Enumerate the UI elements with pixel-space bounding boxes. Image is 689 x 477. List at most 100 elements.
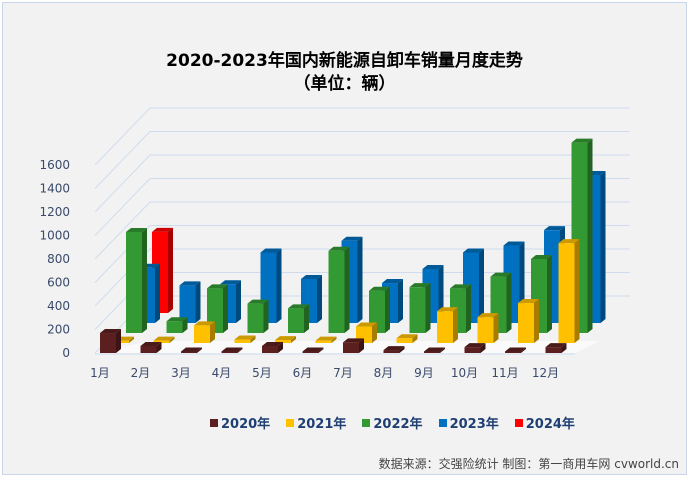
bar-2021年-11月 (518, 303, 534, 343)
bar-side (195, 281, 201, 323)
x-tick-label: 3月 (171, 366, 191, 380)
bar-top (409, 283, 431, 288)
bar-2021年-6月 (315, 340, 332, 343)
bar-top (437, 307, 458, 312)
legend-label: 2023年 (449, 417, 499, 432)
bar-top (382, 279, 403, 284)
gridline-depth (94, 201, 151, 260)
bar-2022年-7月 (369, 290, 385, 333)
bar-side (237, 347, 243, 353)
legend-label: 2022年 (373, 417, 423, 432)
bar-top (302, 347, 324, 352)
x-tick-label: 5月 (252, 366, 272, 380)
bar-2020年-4月 (221, 351, 238, 353)
bar-top (194, 321, 215, 326)
legend-item: 2023年 (438, 413, 499, 432)
bar-side (453, 307, 458, 343)
legend-item: 2024年 (514, 413, 575, 432)
bar-top (369, 286, 390, 291)
bar-top (181, 347, 202, 352)
bar-2020年-9月 (424, 351, 440, 353)
bar-side (331, 336, 337, 343)
bar-top (571, 138, 593, 143)
y-tick-label: 1000 (39, 229, 70, 243)
bar-side (223, 284, 228, 333)
bar-side (182, 317, 188, 333)
bar-2021年-5月 (275, 340, 291, 343)
x-tick-label: 8月 (374, 366, 394, 380)
gridline-depth (94, 131, 151, 189)
bar-2022年-5月 (288, 308, 304, 333)
bar-side (155, 263, 160, 323)
bar-side (168, 227, 173, 313)
y-tick-label: 1200 (39, 205, 70, 219)
bar-2020年-10月 (464, 347, 481, 353)
bar-side (399, 346, 405, 353)
y-tick-label: 400 (47, 299, 70, 313)
bar-2022年-6月 (328, 250, 345, 333)
x-tick-label: 9月 (414, 366, 434, 380)
bar-2020年-11月 (505, 351, 521, 353)
bar-top (490, 272, 512, 277)
bar-top (153, 336, 175, 341)
bar-side (493, 313, 499, 343)
bar-2020年-12月 (545, 347, 562, 353)
bar-side (547, 254, 552, 333)
bar-side (521, 347, 526, 353)
bar-side (169, 336, 175, 343)
bar-side (318, 347, 324, 353)
bar-side (156, 341, 162, 353)
bar-side (440, 347, 445, 353)
bar-top (424, 347, 445, 352)
bar-2021年-12月 (558, 243, 575, 343)
bar-2021年-4月 (234, 339, 251, 343)
bar-top (315, 336, 337, 341)
legend-swatch (514, 418, 523, 427)
legend-item: 2021年 (286, 413, 346, 432)
y-tick-label: 200 (47, 323, 70, 337)
bar-top (152, 227, 173, 232)
bar-side (412, 334, 418, 343)
bar-2020年-5月 (262, 345, 278, 353)
y-tick-label: 800 (47, 252, 70, 266)
gridline-depth (94, 154, 151, 213)
bar-2020年-3月 (181, 351, 197, 353)
bar-top (383, 346, 405, 351)
bar-top (463, 248, 484, 253)
bar-side (304, 304, 309, 333)
bar-top (207, 284, 228, 289)
bar-side (116, 329, 121, 353)
bar-side (142, 227, 147, 333)
bar-top (140, 341, 162, 346)
bar-top (477, 313, 499, 318)
legend-swatch (210, 418, 218, 427)
bar-side (317, 274, 322, 323)
bar-side (534, 299, 539, 343)
bar-side (425, 283, 431, 333)
bar-2022年-8月 (409, 287, 426, 333)
x-tick-label: 11月 (491, 366, 518, 380)
bar-top (396, 334, 418, 339)
x-tick-label: 1月 (90, 366, 110, 380)
legend-label: 2024年 (525, 417, 575, 432)
legend: 2020年 2021年 2022年 2023年 2024年 (210, 413, 575, 432)
x-tick-label: 7月 (333, 366, 353, 380)
bar-side (276, 248, 282, 323)
y-tick-label: 1600 (39, 158, 70, 172)
bar-side (587, 138, 593, 333)
bar-top (558, 239, 580, 244)
bar-side (210, 321, 215, 343)
y-tick-label: 0 (62, 346, 70, 360)
bar-top (234, 335, 256, 340)
bar-side (466, 284, 471, 333)
bar-top (341, 236, 363, 241)
bar-top (450, 284, 471, 289)
bar-side (506, 272, 512, 333)
bar-side (250, 335, 256, 343)
bar-2022年-4月 (247, 303, 264, 333)
bar-2022年-2月 (166, 321, 183, 333)
bar-top (221, 347, 243, 352)
bar-2020年-1月 (100, 333, 116, 353)
bar-top (544, 226, 565, 231)
